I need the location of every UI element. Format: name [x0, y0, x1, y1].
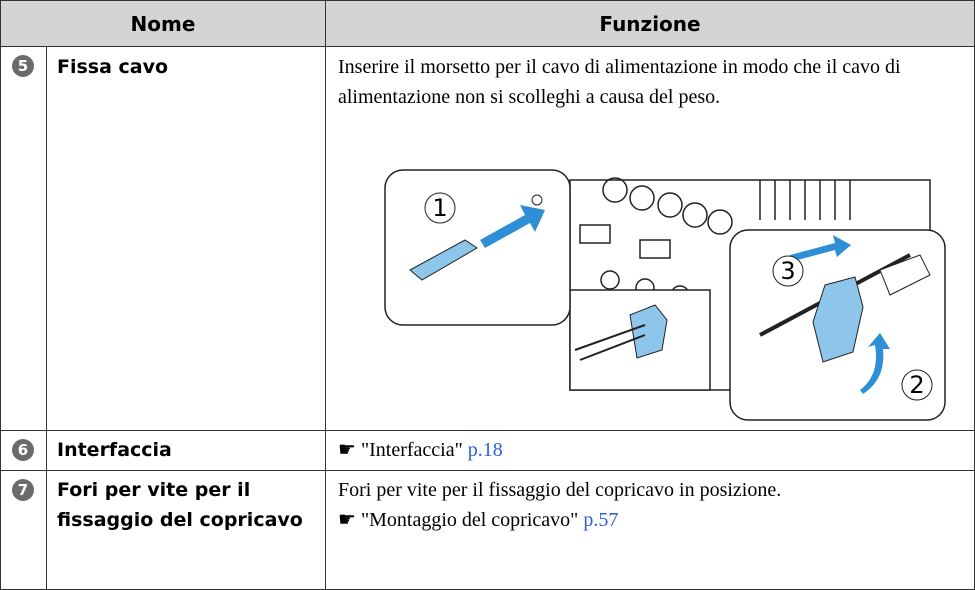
row-number: 6 [12, 439, 34, 461]
row-name: Fori per vite per il fissaggio del copri… [57, 479, 303, 531]
header-cell: Funzione [325, 0, 975, 47]
hand-icon: ☛ [338, 439, 356, 461]
ref-title: "Interfaccia" [360, 439, 463, 461]
row-text: Fori per vite per il fissaggio del copri… [338, 479, 782, 501]
reference: ☛ "Montaggio del copricavo" p.57 [338, 505, 618, 535]
row-name: Fissa cavo [57, 56, 169, 78]
page-link[interactable]: p.18 [467, 439, 503, 461]
row-number: 7 [12, 479, 34, 501]
step-label: 1 [432, 194, 447, 222]
page-link[interactable]: p.57 [583, 509, 619, 531]
row-name: Interfaccia [57, 439, 172, 461]
ref-title: "Montaggio del copricavo" [360, 509, 579, 531]
reference: ☛ "Interfaccia" p.18 [338, 435, 503, 465]
header-cell: Nome [0, 0, 326, 47]
step-label: 2 [909, 371, 924, 399]
row-text: Inserire il morsetto per il cavo di alim… [338, 56, 901, 108]
hand-icon: ☛ [338, 509, 356, 531]
cell [46, 46, 326, 431]
cell [0, 46, 47, 431]
illustration: 1 2 3 [384, 169, 946, 421]
row-number: 5 [12, 55, 34, 77]
step-label: 3 [780, 257, 795, 285]
